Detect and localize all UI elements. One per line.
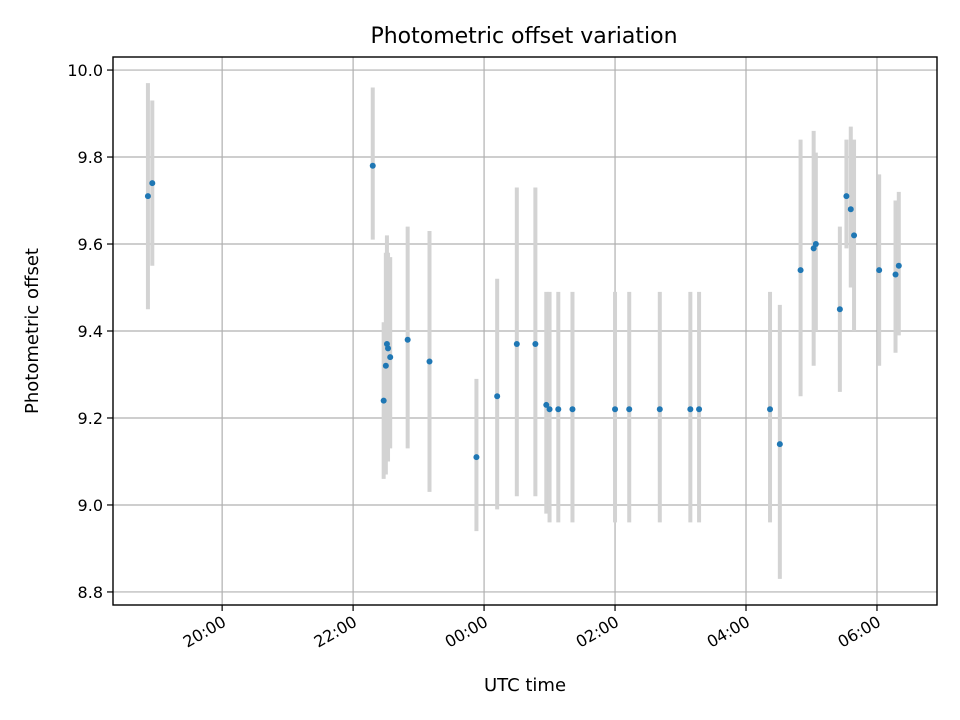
data-point <box>612 406 619 413</box>
data-point <box>382 362 389 369</box>
data-point <box>532 341 539 348</box>
x-tick-label: 06:00 <box>835 612 884 652</box>
data-point <box>369 162 376 169</box>
data-point <box>656 406 663 413</box>
data-point <box>847 206 854 213</box>
data-point <box>843 193 850 200</box>
data-point <box>543 401 550 408</box>
y-tick-label: 9.0 <box>78 496 103 515</box>
data-point <box>149 180 156 187</box>
data-point <box>797 267 804 274</box>
data-point <box>892 271 899 278</box>
data-point <box>426 358 433 365</box>
y-tick-label: 9.4 <box>78 322 103 341</box>
data-point <box>380 397 387 404</box>
x-tick-label: 02:00 <box>573 612 622 652</box>
y-tick-label: 10.0 <box>67 61 103 80</box>
y-tick-label: 9.6 <box>78 235 103 254</box>
data-point <box>555 406 562 413</box>
data-point <box>473 454 480 461</box>
data-point <box>836 306 843 313</box>
x-tick-label: 00:00 <box>442 612 491 652</box>
x-tick-label: 22:00 <box>311 612 360 652</box>
data-point <box>404 336 411 343</box>
data-point <box>385 345 392 352</box>
data-point <box>546 406 553 413</box>
data-point <box>776 441 783 448</box>
x-axis-label: UTC time <box>484 675 566 696</box>
data-point <box>387 354 394 361</box>
data-point <box>876 267 883 274</box>
data-point <box>494 393 501 400</box>
chart-title: Photometric offset variation <box>370 24 677 49</box>
data-point <box>696 406 703 413</box>
y-tick-label: 8.8 <box>78 583 103 602</box>
data-point <box>895 262 902 269</box>
x-axis-ticks: 20:00 22:00 00:00 02:00 04:00 06:00 <box>180 605 884 652</box>
x-tick-label: 20:00 <box>180 612 229 652</box>
y-axis-label: Photometric offset <box>22 248 43 414</box>
data-point <box>851 232 858 239</box>
data-point <box>569 406 576 413</box>
data-point <box>144 193 151 200</box>
data-point <box>513 341 520 348</box>
y-axis-ticks: 8.8 9.0 9.2 9.4 9.6 9.8 10.0 <box>67 61 113 602</box>
data-point <box>767 406 774 413</box>
y-tick-label: 9.8 <box>78 148 103 167</box>
data-points <box>144 162 902 461</box>
x-tick-label: 04:00 <box>704 612 753 652</box>
data-point <box>687 406 694 413</box>
data-point <box>626 406 633 413</box>
y-tick-label: 9.2 <box>78 409 103 428</box>
data-point <box>812 241 819 248</box>
